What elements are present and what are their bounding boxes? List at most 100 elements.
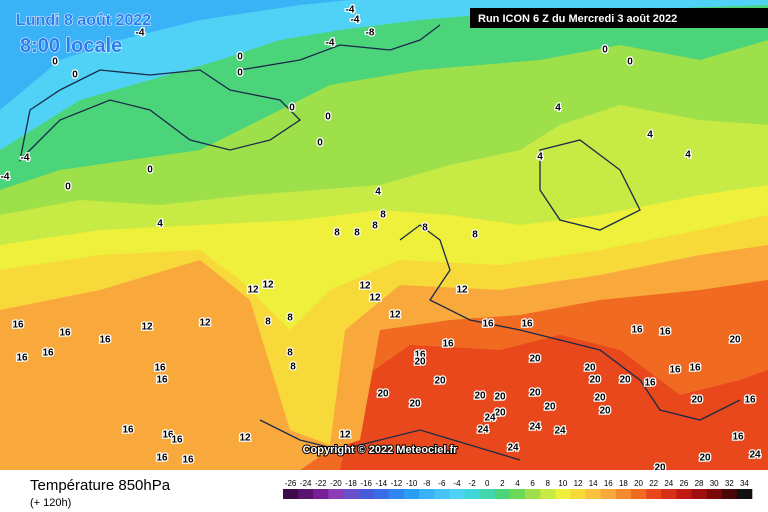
valid-time: Lundi 8 août 2022 xyxy=(16,12,151,29)
contour-label: 16 xyxy=(631,325,643,336)
contour-label: 20 xyxy=(691,395,703,406)
contour-label: 16 xyxy=(744,395,756,406)
contour-label: 16 xyxy=(162,430,174,441)
contour-label: 8 xyxy=(372,221,378,232)
legend-swatch xyxy=(449,489,465,499)
contour-label: 16 xyxy=(669,365,681,376)
legend-swatch xyxy=(328,489,344,499)
contour-label: 8 xyxy=(380,210,386,221)
contour-label: 24 xyxy=(484,413,496,424)
contour-label: 16 xyxy=(59,328,71,339)
contour-label: 12 xyxy=(389,310,401,321)
contour-label: 20 xyxy=(544,402,556,413)
footer-title: Température 850hPa xyxy=(30,477,171,494)
contour-label: 8 xyxy=(287,313,293,324)
contour-label: 12 xyxy=(262,280,274,291)
legend-swatch xyxy=(494,489,511,499)
contour-label: 8 xyxy=(290,362,296,373)
contour-label: 12 xyxy=(369,293,381,304)
contour-label: 16 xyxy=(122,425,134,436)
temperature-band xyxy=(0,0,768,150)
contour-label: 0 xyxy=(147,165,153,176)
contour-label: 16 xyxy=(414,350,426,361)
legend-label: -26 xyxy=(285,479,297,488)
contour-label: 24 xyxy=(507,443,519,454)
legend-label: 26 xyxy=(679,479,688,488)
legend-swatch xyxy=(388,489,405,499)
contour-label: 12 xyxy=(339,430,351,441)
contour-label: 0 xyxy=(65,182,71,193)
run-info: Run ICON 6 Z du Mercredi 3 août 2022 xyxy=(478,13,677,25)
contour-label: 8 xyxy=(472,230,478,241)
copyright: Copyright © 2022 Meteociel.fr xyxy=(303,444,459,456)
contour-label: 16 xyxy=(156,375,168,386)
legend-swatch xyxy=(661,489,677,499)
legend-swatch xyxy=(570,489,586,499)
legend-label: 0 xyxy=(485,479,490,488)
contour-label: 16 xyxy=(171,435,183,446)
legend-swatch xyxy=(691,489,707,499)
contour-label: 24 xyxy=(554,426,566,437)
contour-label: -8 xyxy=(366,28,375,39)
legend-swatch xyxy=(283,489,299,499)
contour-label: 16 xyxy=(521,319,533,330)
contour-label: 20 xyxy=(414,357,426,368)
legend-swatch xyxy=(298,489,314,499)
contour-label: 24 xyxy=(749,450,761,461)
contour-label: 12 xyxy=(359,281,371,292)
contour-label: 8 xyxy=(334,228,340,239)
legend-label: 28 xyxy=(695,479,704,488)
contour-label: 20 xyxy=(434,376,446,387)
contour-label: 20 xyxy=(474,391,486,402)
contour-label: 20 xyxy=(729,335,741,346)
legend-label: 22 xyxy=(649,479,658,488)
legend-swatch xyxy=(540,489,556,499)
contour-label: 16 xyxy=(16,353,28,364)
contour-label: 20 xyxy=(619,375,631,386)
contour-label: 16 xyxy=(732,432,744,443)
legend-swatch xyxy=(404,489,420,499)
contour-label: -4 xyxy=(326,38,335,49)
contour-label: 24 xyxy=(529,422,541,433)
legend-label: 12 xyxy=(574,479,583,488)
contour-label: 0 xyxy=(72,70,78,81)
legend-swatch xyxy=(343,489,359,499)
contour-label: 12 xyxy=(141,322,153,333)
contour-label: 20 xyxy=(699,453,711,464)
contour-label: 8 xyxy=(422,223,428,234)
contour-label: 16 xyxy=(99,335,111,346)
temperature-field xyxy=(0,0,768,470)
contour-label: 4 xyxy=(647,130,653,141)
legend-swatch xyxy=(646,489,662,499)
legend-label: -18 xyxy=(345,479,357,488)
legend-swatch xyxy=(585,489,602,499)
contour-label: 8 xyxy=(354,228,360,239)
legend-swatch xyxy=(615,489,632,499)
contour-label: 12 xyxy=(239,433,251,444)
contour-label: 16 xyxy=(154,363,166,374)
contour-label: 20 xyxy=(409,399,421,410)
contour-label: 16 xyxy=(442,339,454,350)
legend-label: 10 xyxy=(558,479,567,488)
contour-label: -4 xyxy=(1,172,10,183)
contour-label: 20 xyxy=(377,389,389,400)
legend-label: 24 xyxy=(664,479,673,488)
contour-label: 4 xyxy=(537,152,543,163)
contour-label: 16 xyxy=(659,327,671,338)
contour-label: 0 xyxy=(317,138,323,149)
legend-label: -24 xyxy=(300,479,312,488)
color-legend: -26 -24 -22 -20 -18 -16 -14 -12 -10 -8 -6 -4 -2 0 2 4 6 8… xyxy=(283,479,753,499)
legend-label: -12 xyxy=(391,479,403,488)
legend-label: 18 xyxy=(619,479,628,488)
legend-label: -20 xyxy=(330,479,342,488)
contour-label: 16 xyxy=(42,348,54,359)
legend-swatch xyxy=(464,489,480,499)
contour-label: 8 xyxy=(265,317,271,328)
contour-label: 20 xyxy=(494,392,506,403)
legend-label: 4 xyxy=(515,479,520,488)
contour-label: 20 xyxy=(529,388,541,399)
legend-label: 14 xyxy=(589,479,598,488)
contour-label: 12 xyxy=(247,285,259,296)
coastlines xyxy=(18,24,741,461)
